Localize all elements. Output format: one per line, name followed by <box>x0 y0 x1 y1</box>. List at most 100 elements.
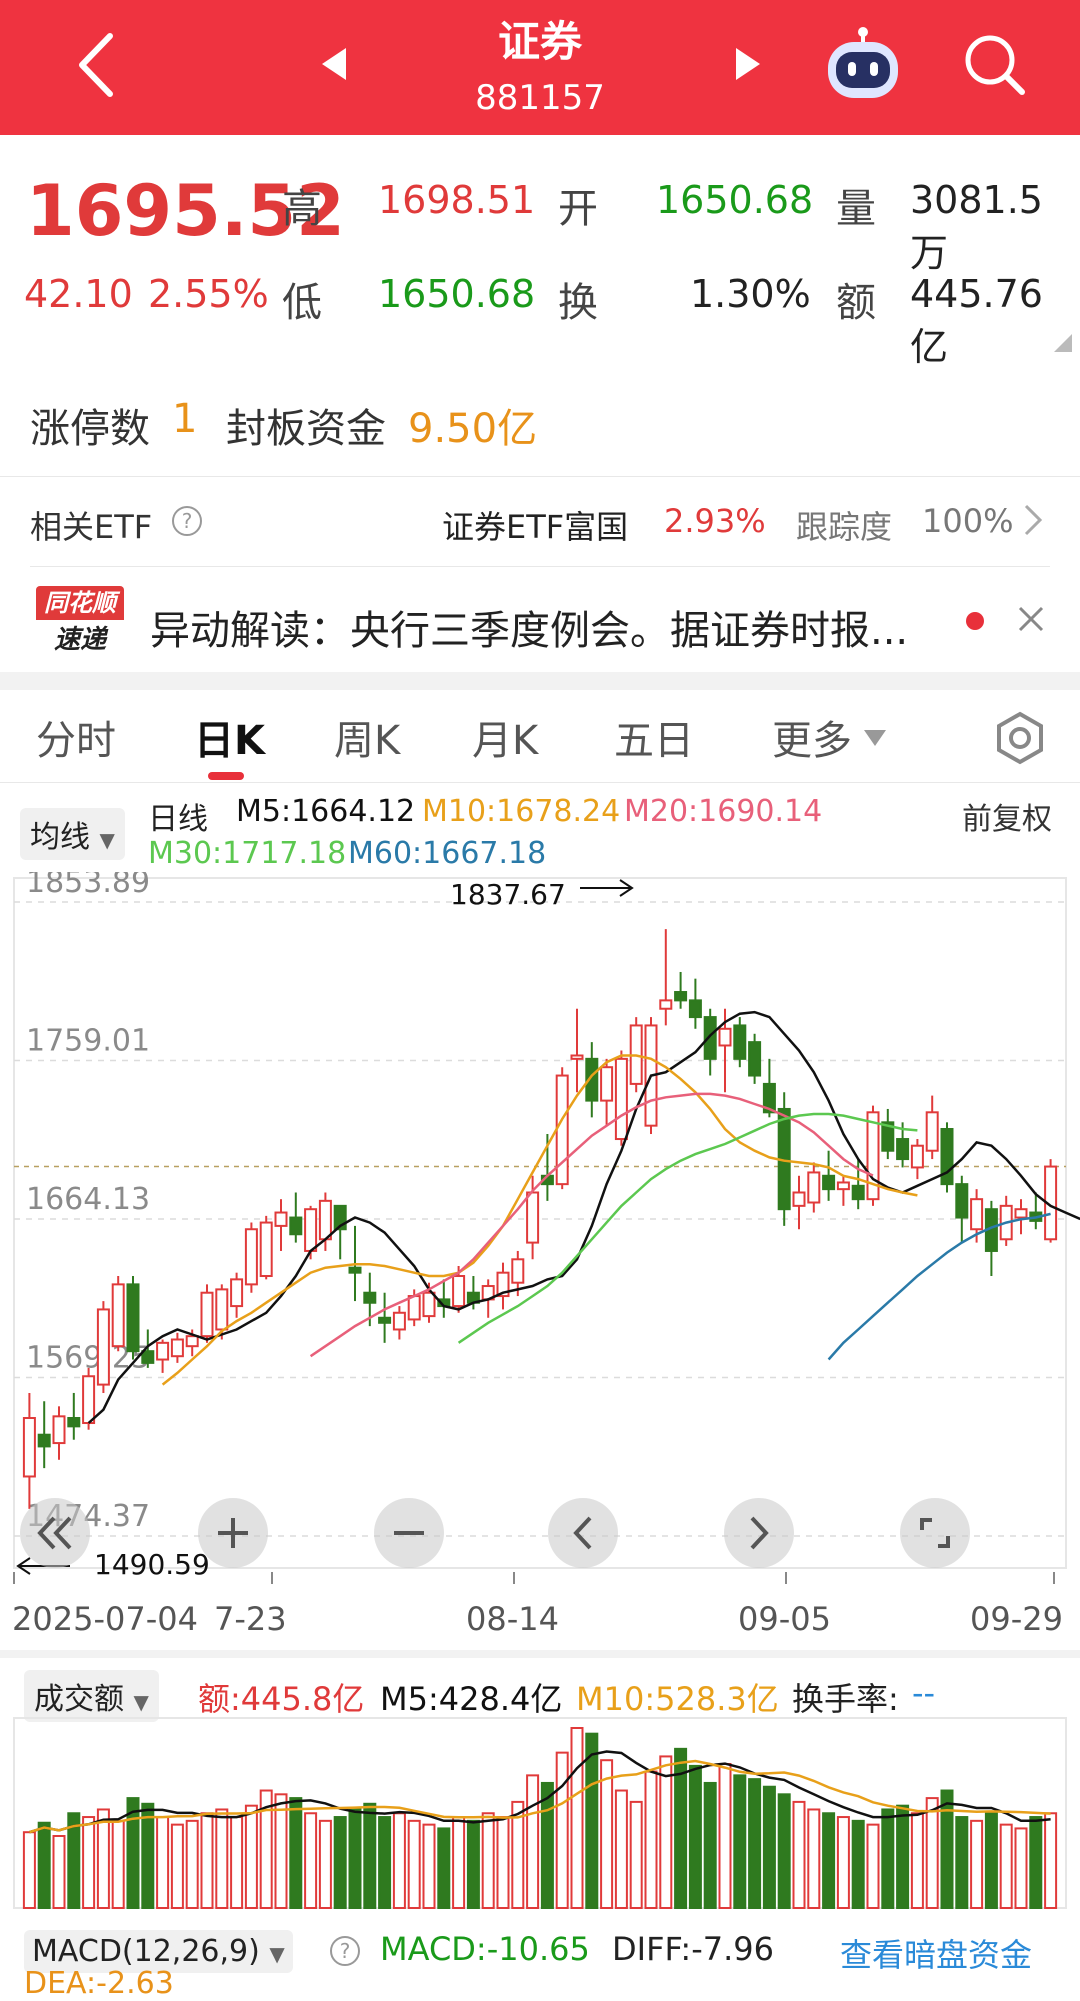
dark-pool-link[interactable]: 查看暗盘资金 <box>840 1936 1033 1974</box>
volume-bar <box>748 1778 762 1909</box>
news-logo: 同花顺 速递 <box>36 586 124 658</box>
volume-bar <box>910 1812 924 1909</box>
open-label: 开 <box>558 186 598 232</box>
volume-bar <box>866 1823 880 1909</box>
settings-icon[interactable] <box>992 710 1048 766</box>
volume-bar <box>274 1793 288 1909</box>
volume-bar <box>688 1764 702 1910</box>
candle-body <box>496 1271 510 1298</box>
volume-ma5: M5:428.4亿 <box>380 1680 563 1718</box>
close-icon[interactable] <box>1016 604 1046 634</box>
prev-icon[interactable] <box>318 44 350 84</box>
candle-body <box>407 1295 421 1321</box>
tab-underline <box>208 772 244 780</box>
candle-body <box>614 1057 628 1141</box>
volume-bar <box>999 1823 1013 1909</box>
turnover-label: 换 <box>558 280 598 326</box>
volume-bar <box>67 1812 81 1909</box>
candle-body <box>318 1199 332 1241</box>
volume-bar <box>244 1804 258 1909</box>
double-chevron-left-icon <box>37 1516 72 1550</box>
fullscreen-icon <box>920 1518 950 1548</box>
volume-bar <box>792 1800 806 1909</box>
news-headline[interactable]: 异动解读：央行三季度例会。据证券时报... <box>150 608 909 654</box>
amount-label: 额 <box>836 280 876 326</box>
page-title: 证券 <box>497 17 582 66</box>
candle-body <box>215 1288 229 1331</box>
amount-value: 445.76亿 <box>910 272 1043 369</box>
volume-frame <box>13 1717 1067 1909</box>
robot-icon[interactable] <box>820 26 906 106</box>
search-icon[interactable] <box>962 32 1028 98</box>
candle-body <box>570 1054 584 1060</box>
candle-body <box>585 1057 599 1102</box>
logo-top: 同花顺 <box>36 586 124 620</box>
help-icon[interactable]: ? <box>328 1934 362 1968</box>
caret-down-icon[interactable] <box>864 728 886 748</box>
zoom-out-button[interactable] <box>374 1498 444 1568</box>
tab-intraday[interactable]: 分时 <box>36 718 116 764</box>
expand-corner-icon[interactable] <box>1054 334 1072 352</box>
macd-dropdown-label: MACD(12,26,9) <box>32 1934 260 1969</box>
volume-bar <box>777 1793 791 1909</box>
volume-value: 3081.5万 <box>910 178 1043 275</box>
volume-bar <box>614 1789 628 1909</box>
volume-bar <box>452 1816 466 1909</box>
candle-body <box>289 1216 303 1236</box>
scroll-left-button[interactable] <box>548 1498 618 1568</box>
dea-value: DEA:-2.63 <box>24 1966 174 2001</box>
open-value: 1650.68 <box>656 178 814 222</box>
fullscreen-button[interactable] <box>900 1498 970 1568</box>
candle-body <box>659 999 673 1010</box>
volume-bar <box>836 1816 850 1909</box>
volume-dropdown[interactable]: 成交额 ▼ <box>24 1670 159 1722</box>
tab-five-day[interactable]: 五日 <box>614 718 694 764</box>
ma-dropdown[interactable]: 均线 ▼ <box>20 808 125 860</box>
volume-bar <box>481 1812 495 1909</box>
candle-body <box>822 1174 836 1191</box>
etf-change-pct: 2.93% <box>664 502 766 540</box>
zoom-in-button[interactable] <box>198 1498 268 1568</box>
candle-body <box>170 1338 184 1358</box>
candle-body <box>792 1191 806 1207</box>
tab-monthly-k[interactable]: 月K <box>472 718 539 764</box>
volume-bar <box>156 1816 170 1909</box>
ma5-value: M5:1664.12 <box>236 794 416 829</box>
volume-bar <box>733 1774 747 1909</box>
scroll-right-button[interactable] <box>724 1498 794 1568</box>
volume-bar <box>955 1816 969 1909</box>
x-tick: 08-14 <box>466 1600 559 1638</box>
caret-down-icon: ▼ <box>99 828 115 852</box>
candle-body <box>807 1171 821 1204</box>
tab-weekly-k[interactable]: 周K <box>334 718 401 764</box>
next-icon[interactable] <box>732 44 764 84</box>
candle-body <box>185 1335 199 1348</box>
macd-dropdown[interactable]: MACD(12,26,9) ▼ <box>24 1930 293 1973</box>
candle-body <box>111 1283 125 1348</box>
back-icon[interactable] <box>72 30 122 100</box>
tab-more[interactable]: 更多 <box>772 718 852 764</box>
help-icon[interactable]: ? <box>170 504 204 538</box>
kline-chart[interactable]: 1853.891759.011664.131569.251474.371837.… <box>0 872 1080 1592</box>
divider <box>0 476 1080 477</box>
chevron-right-icon[interactable] <box>1020 502 1046 538</box>
etf-name[interactable]: 证券ETF富国 <box>442 508 629 546</box>
limit-up-count: 1 <box>172 396 198 442</box>
candle-body <box>96 1308 110 1386</box>
candle-body <box>881 1121 895 1152</box>
volume-amount: 额:445.8亿 <box>198 1680 365 1718</box>
volume-bar <box>881 1808 895 1909</box>
price-adjust[interactable]: 前复权 <box>962 802 1052 837</box>
divider <box>0 782 1080 783</box>
volume-bar <box>437 1827 451 1909</box>
tab-daily-k[interactable]: 日K <box>194 718 265 764</box>
volume-bar <box>230 1816 244 1909</box>
candle-body <box>82 1375 96 1425</box>
volume-chart[interactable] <box>0 1716 1080 1912</box>
candle-body <box>866 1111 880 1201</box>
scroll-left-fast-button[interactable] <box>20 1498 90 1568</box>
volume-bar <box>215 1808 229 1909</box>
x-tick: 09-29 <box>970 1600 1063 1638</box>
volume-bar <box>555 1751 569 1910</box>
candle-body <box>52 1415 66 1445</box>
